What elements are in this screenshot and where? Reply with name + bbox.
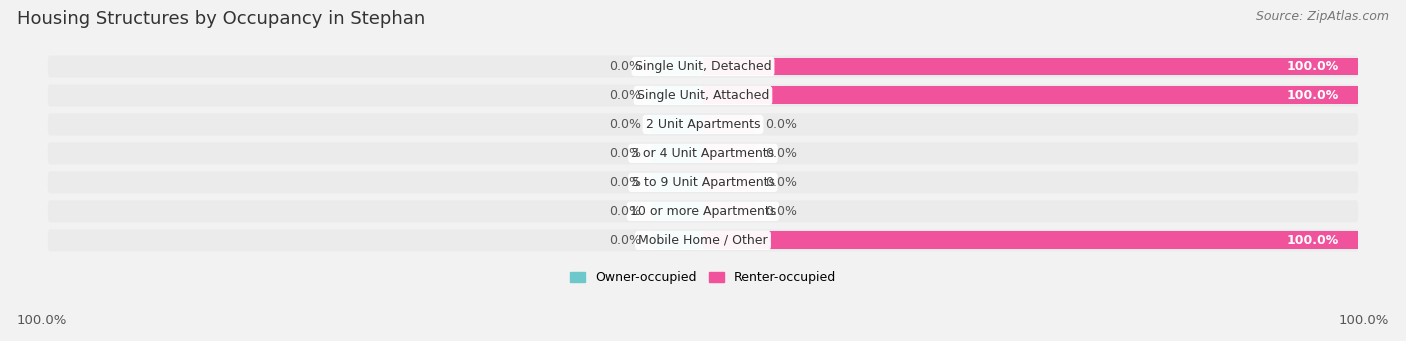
Text: Mobile Home / Other: Mobile Home / Other <box>638 234 768 247</box>
Text: 100.0%: 100.0% <box>1339 314 1389 327</box>
Text: 0.0%: 0.0% <box>609 118 641 131</box>
Text: 0.0%: 0.0% <box>609 89 641 102</box>
FancyBboxPatch shape <box>48 56 1358 77</box>
FancyBboxPatch shape <box>48 229 1358 251</box>
Text: 3 or 4 Unit Apartments: 3 or 4 Unit Apartments <box>631 147 775 160</box>
Text: 5 to 9 Unit Apartments: 5 to 9 Unit Apartments <box>631 176 775 189</box>
Text: 0.0%: 0.0% <box>765 147 797 160</box>
Text: 0.0%: 0.0% <box>765 205 797 218</box>
Bar <box>703 145 755 162</box>
FancyBboxPatch shape <box>48 143 1358 164</box>
FancyBboxPatch shape <box>48 114 1358 135</box>
Text: 2 Unit Apartments: 2 Unit Apartments <box>645 118 761 131</box>
Text: Single Unit, Detached: Single Unit, Detached <box>634 60 772 73</box>
Text: 100.0%: 100.0% <box>17 314 67 327</box>
Text: 0.0%: 0.0% <box>765 176 797 189</box>
Bar <box>651 87 703 104</box>
Bar <box>651 145 703 162</box>
Bar <box>703 202 755 220</box>
FancyBboxPatch shape <box>48 201 1358 222</box>
Bar <box>703 87 1358 104</box>
Bar <box>703 231 1358 249</box>
Text: Single Unit, Attached: Single Unit, Attached <box>637 89 769 102</box>
Text: 0.0%: 0.0% <box>609 234 641 247</box>
FancyBboxPatch shape <box>48 85 1358 106</box>
Text: 10 or more Apartments: 10 or more Apartments <box>630 205 776 218</box>
FancyBboxPatch shape <box>48 172 1358 193</box>
Text: 100.0%: 100.0% <box>1286 60 1339 73</box>
Bar <box>703 116 755 133</box>
Bar <box>703 58 1358 75</box>
Bar <box>651 202 703 220</box>
Bar <box>651 231 703 249</box>
Bar <box>651 58 703 75</box>
Text: 0.0%: 0.0% <box>609 60 641 73</box>
Text: 0.0%: 0.0% <box>609 147 641 160</box>
Text: 100.0%: 100.0% <box>1286 89 1339 102</box>
Legend: Owner-occupied, Renter-occupied: Owner-occupied, Renter-occupied <box>565 266 841 289</box>
Text: 0.0%: 0.0% <box>609 176 641 189</box>
Text: 0.0%: 0.0% <box>609 205 641 218</box>
Text: 0.0%: 0.0% <box>765 118 797 131</box>
Text: Housing Structures by Occupancy in Stephan: Housing Structures by Occupancy in Steph… <box>17 10 425 28</box>
Text: Source: ZipAtlas.com: Source: ZipAtlas.com <box>1256 10 1389 23</box>
Bar <box>703 173 755 191</box>
Bar <box>651 116 703 133</box>
Text: 100.0%: 100.0% <box>1286 234 1339 247</box>
Bar <box>651 173 703 191</box>
